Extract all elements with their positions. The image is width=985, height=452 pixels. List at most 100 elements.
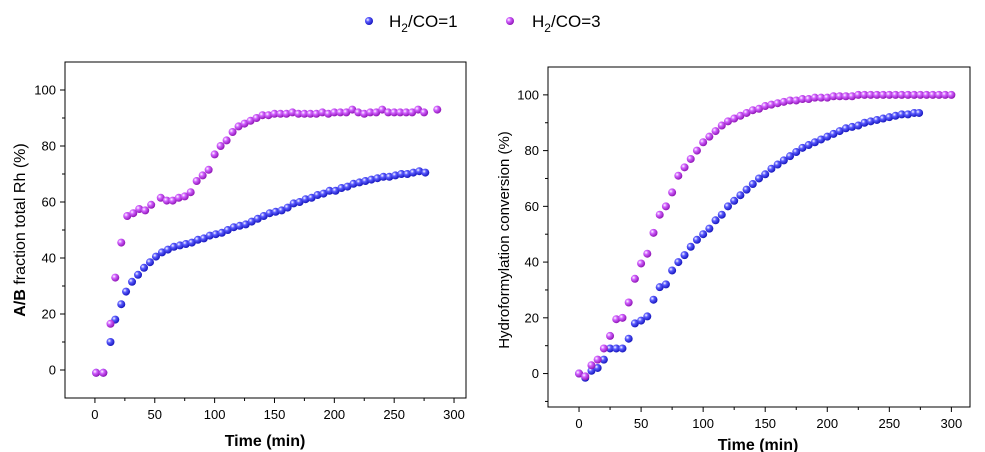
data-point-h2co3 bbox=[916, 90, 925, 99]
x-tick-label: 150 bbox=[754, 416, 776, 431]
data-point-h2co3 bbox=[258, 111, 267, 120]
data-point-h2co3 bbox=[324, 109, 333, 118]
data-point-h2co1 bbox=[163, 245, 172, 254]
left-series-h2co3 bbox=[92, 105, 442, 377]
data-point-h2co3 bbox=[661, 202, 670, 211]
data-point-h2co3 bbox=[318, 108, 327, 117]
data-point-h2co1 bbox=[792, 148, 801, 156]
data-point-h2co3 bbox=[396, 108, 405, 117]
data-point-h2co3 bbox=[779, 97, 788, 106]
data-point-h2co3 bbox=[755, 104, 763, 113]
data-point-h2co1 bbox=[699, 230, 708, 239]
data-point-h2co3 bbox=[891, 90, 900, 99]
data-point-h2co3 bbox=[612, 315, 621, 324]
data-point-h2co1 bbox=[761, 170, 770, 179]
data-point-h2co3 bbox=[360, 109, 369, 118]
data-point-h2co3 bbox=[854, 90, 863, 99]
data-point-h2co3 bbox=[717, 121, 726, 130]
data-point-h2co3 bbox=[810, 93, 819, 102]
data-point-h2co1 bbox=[692, 235, 701, 244]
right-series-h2co3 bbox=[575, 90, 956, 381]
data-point-h2co1 bbox=[313, 191, 322, 199]
data-point-h2co3 bbox=[841, 92, 850, 101]
data-point-h2co3 bbox=[246, 116, 255, 125]
data-point-h2co3 bbox=[730, 114, 739, 123]
data-point-h2co3 bbox=[354, 108, 363, 117]
data-point-h2co3 bbox=[234, 122, 243, 131]
data-point-h2co3 bbox=[372, 108, 381, 117]
data-point-h2co1 bbox=[767, 164, 776, 173]
data-point-h2co3 bbox=[829, 92, 838, 101]
data-point-h2co3 bbox=[408, 108, 417, 117]
y-tick-label: 100 bbox=[34, 83, 56, 98]
legend-item-h2co3: H2/CO=3 bbox=[506, 12, 601, 35]
data-point-h2co3 bbox=[748, 106, 757, 115]
data-point-h2co3 bbox=[655, 210, 664, 219]
x-tick-label: 150 bbox=[264, 407, 286, 422]
x-tick-label: 250 bbox=[878, 416, 900, 431]
data-point-h2co1 bbox=[307, 193, 316, 202]
data-point-h2co1 bbox=[897, 110, 906, 119]
data-point-h2co3 bbox=[174, 193, 183, 202]
data-point-h2co1 bbox=[277, 206, 286, 215]
data-point-h2co1 bbox=[205, 231, 214, 240]
data-point-h2co3 bbox=[736, 111, 745, 120]
legend: H2/CO=1 H2/CO=3 bbox=[365, 12, 601, 35]
data-point-h2co1 bbox=[748, 180, 757, 189]
data-point-h2co1 bbox=[319, 189, 328, 198]
data-point-h2co3 bbox=[637, 259, 646, 268]
data-point-h2co1 bbox=[891, 111, 900, 120]
data-point-h2co1 bbox=[199, 234, 208, 243]
data-point-h2co1 bbox=[711, 216, 720, 225]
data-point-h2co1 bbox=[804, 141, 813, 150]
data-point-h2co3 bbox=[348, 105, 357, 114]
data-point-h2co3 bbox=[99, 368, 108, 377]
data-point-h2co1 bbox=[187, 238, 196, 247]
data-point-h2co3 bbox=[575, 369, 584, 378]
right-plot-frame bbox=[547, 66, 971, 408]
data-point-h2co3 bbox=[581, 372, 590, 381]
data-point-h2co1 bbox=[872, 115, 881, 124]
data-point-h2co3 bbox=[129, 209, 138, 218]
data-point-h2co1 bbox=[265, 209, 274, 218]
data-point-h2co1 bbox=[145, 258, 154, 267]
data-point-h2co3 bbox=[106, 319, 115, 328]
data-point-h2co1 bbox=[391, 171, 400, 180]
data-point-h2co3 bbox=[300, 109, 309, 118]
data-point-h2co3 bbox=[618, 313, 627, 322]
data-point-h2co3 bbox=[630, 274, 639, 283]
data-point-h2co3 bbox=[390, 108, 399, 117]
data-point-h2co1 bbox=[289, 199, 298, 208]
left-x-axis-label: Time (min) bbox=[225, 433, 306, 450]
data-point-h2co3 bbox=[168, 196, 177, 205]
data-point-h2co3 bbox=[786, 96, 795, 105]
data-point-h2co3 bbox=[135, 205, 144, 213]
data-point-h2co3 bbox=[599, 344, 608, 353]
data-point-h2co1 bbox=[217, 228, 226, 237]
data-point-h2co1 bbox=[355, 178, 364, 187]
data-point-h2co1 bbox=[140, 263, 149, 272]
data-point-h2co1 bbox=[841, 124, 850, 133]
data-point-h2co3 bbox=[312, 109, 321, 118]
data-point-h2co3 bbox=[433, 105, 442, 114]
data-point-h2co1 bbox=[253, 214, 262, 223]
data-point-h2co1 bbox=[817, 135, 826, 144]
data-point-h2co3 bbox=[111, 273, 120, 282]
data-point-h2co1 bbox=[235, 221, 244, 230]
data-point-h2co3 bbox=[872, 90, 881, 99]
data-point-h2co1 bbox=[786, 152, 795, 161]
data-point-h2co3 bbox=[336, 108, 345, 117]
data-point-h2co1 bbox=[835, 127, 844, 136]
legend-item-h2co1: H2/CO=1 bbox=[365, 12, 458, 35]
data-point-h2co3 bbox=[848, 92, 857, 101]
data-point-h2co3 bbox=[587, 361, 596, 370]
legend-label-h2co1: H2/CO=1 bbox=[389, 12, 458, 35]
data-point-h2co3 bbox=[879, 90, 888, 99]
data-point-h2co1 bbox=[331, 186, 340, 195]
data-point-h2co1 bbox=[229, 223, 238, 232]
data-point-h2co1 bbox=[157, 248, 166, 257]
data-point-h2co3 bbox=[649, 228, 658, 237]
data-point-h2co1 bbox=[680, 251, 689, 260]
data-point-h2co3 bbox=[606, 331, 615, 340]
data-point-h2co3 bbox=[384, 108, 393, 117]
